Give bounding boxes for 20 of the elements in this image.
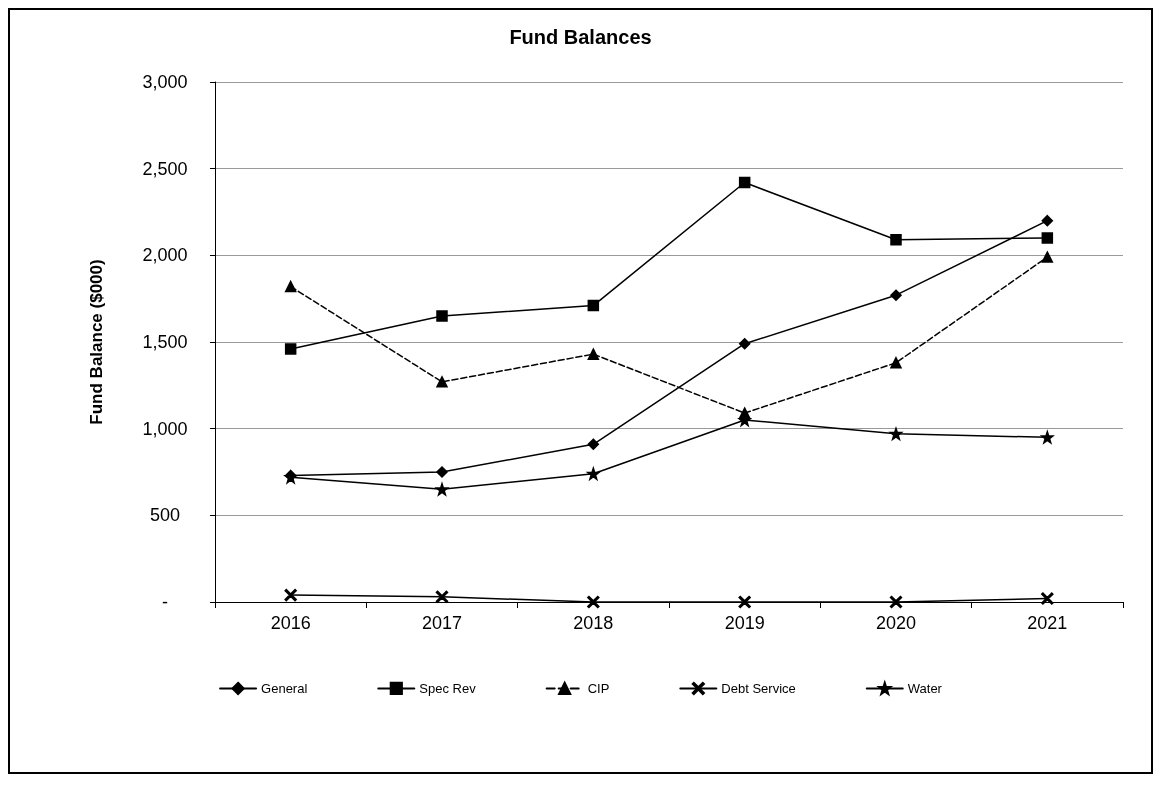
y-tick-label: 2,000 (142, 245, 188, 266)
legend-label: General (261, 680, 308, 696)
y-tick-label: 2,500 (142, 158, 188, 179)
x-tick-label: 2018 (573, 613, 614, 633)
legend-label: Spec Rev (419, 680, 477, 696)
x-tick-label: 2020 (875, 613, 917, 633)
y-tick-label: - (162, 592, 168, 612)
legend-label: CIP (587, 680, 610, 696)
y-tick-label: 1,000 (142, 418, 188, 439)
y-tick-label: 1,500 (142, 332, 188, 352)
legend-label: Water (907, 680, 943, 696)
y-axis-title: Fund Balance ($000) (87, 259, 106, 425)
y-tick-label: 3,000 (142, 72, 188, 92)
chart-title: Fund Balances (509, 26, 652, 48)
legend-label: Debt Service (721, 680, 796, 696)
x-tick-label: 2021 (1027, 613, 1068, 633)
x-tick-label: 2019 (724, 613, 765, 633)
x-tick-label: 2016 (270, 613, 311, 633)
y-tick-label: 500 (149, 505, 181, 526)
x-tick-label: 2017 (421, 613, 463, 633)
